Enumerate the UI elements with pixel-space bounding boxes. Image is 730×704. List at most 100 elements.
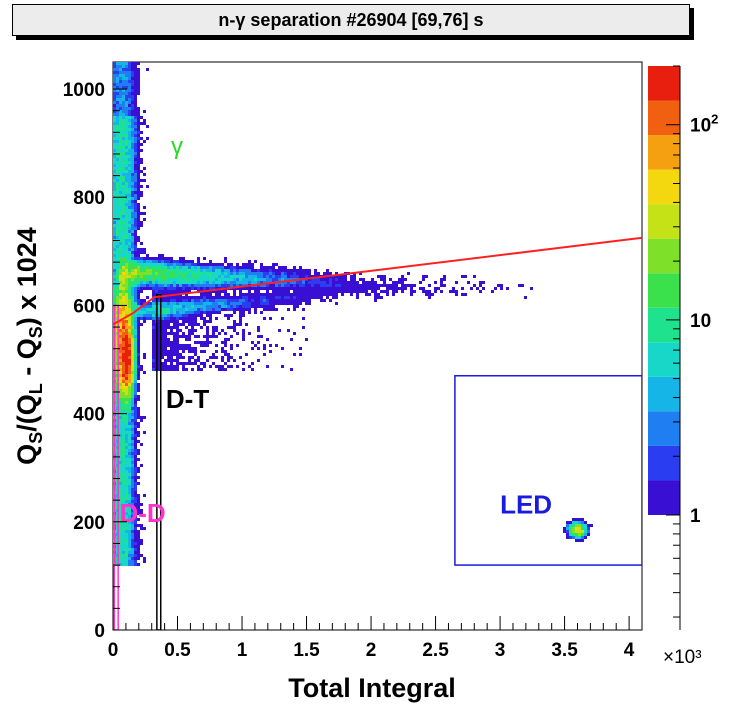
density-cell bbox=[122, 149, 125, 152]
density-cell bbox=[266, 308, 269, 311]
density-cell bbox=[125, 338, 128, 341]
palette-swatch bbox=[648, 273, 680, 308]
density-cell bbox=[134, 518, 137, 521]
density-cell bbox=[125, 161, 128, 164]
density-cell bbox=[125, 410, 128, 413]
density-cell bbox=[356, 287, 359, 290]
density-cell bbox=[122, 164, 125, 167]
density-cell bbox=[122, 323, 125, 326]
density-cell bbox=[122, 287, 125, 290]
density-cell bbox=[464, 275, 467, 278]
density-cell bbox=[161, 308, 164, 311]
density-cell bbox=[149, 302, 152, 305]
density-cell bbox=[365, 290, 368, 293]
density-cell bbox=[134, 110, 137, 113]
density-cell bbox=[578, 518, 581, 521]
density-cell bbox=[137, 503, 140, 506]
density-cell bbox=[347, 287, 350, 290]
density-cell bbox=[122, 347, 125, 350]
density-cell bbox=[314, 293, 317, 296]
density-cell bbox=[125, 428, 128, 431]
density-cell bbox=[119, 350, 122, 353]
density-cell bbox=[125, 518, 128, 521]
density-cell bbox=[113, 212, 116, 215]
density-cell bbox=[224, 275, 227, 278]
density-cell bbox=[119, 533, 122, 536]
density-cell bbox=[194, 269, 197, 272]
density-cell bbox=[119, 386, 122, 389]
density-cell bbox=[173, 263, 176, 266]
density-cell bbox=[176, 263, 179, 266]
density-cell bbox=[230, 272, 233, 275]
density-cell bbox=[344, 281, 347, 284]
density-cell bbox=[164, 365, 167, 368]
density-cell bbox=[122, 470, 125, 473]
density-cell bbox=[161, 293, 164, 296]
density-cell bbox=[128, 347, 131, 350]
density-cell bbox=[152, 353, 155, 356]
density-cell bbox=[131, 128, 134, 131]
density-cell bbox=[206, 344, 209, 347]
density-cell bbox=[206, 326, 209, 329]
density-cell bbox=[176, 296, 179, 299]
density-cell bbox=[119, 536, 122, 539]
density-cell bbox=[119, 311, 122, 314]
density-cell bbox=[119, 245, 122, 248]
density-cell bbox=[131, 524, 134, 527]
density-cell bbox=[134, 206, 137, 209]
density-cell bbox=[122, 74, 125, 77]
density-cell bbox=[125, 479, 128, 482]
density-cell bbox=[188, 305, 191, 308]
density-cell bbox=[143, 299, 146, 302]
density-cell bbox=[284, 272, 287, 275]
density-cell bbox=[128, 416, 131, 419]
density-cell bbox=[158, 257, 161, 260]
density-cell bbox=[428, 293, 431, 296]
density-cell bbox=[119, 329, 122, 332]
density-cell bbox=[137, 554, 140, 557]
density-cell bbox=[581, 518, 584, 521]
density-cell bbox=[122, 374, 125, 377]
density-cell bbox=[194, 353, 197, 356]
density-cell bbox=[152, 290, 155, 293]
density-cell bbox=[116, 215, 119, 218]
density-cell bbox=[119, 77, 122, 80]
density-cell bbox=[191, 356, 194, 359]
density-cell bbox=[314, 275, 317, 278]
density-cell bbox=[131, 119, 134, 122]
density-cell bbox=[299, 284, 302, 287]
density-cell bbox=[248, 266, 251, 269]
density-cell bbox=[350, 278, 353, 281]
density-cell bbox=[305, 281, 308, 284]
density-cell bbox=[113, 74, 116, 77]
density-cell bbox=[170, 305, 173, 308]
density-cell bbox=[119, 95, 122, 98]
density-cell bbox=[200, 275, 203, 278]
density-cell bbox=[197, 302, 200, 305]
density-cell bbox=[203, 341, 206, 344]
density-cell bbox=[242, 281, 245, 284]
density-cell bbox=[167, 317, 170, 320]
density-cell bbox=[113, 218, 116, 221]
density-cell bbox=[275, 290, 278, 293]
density-cell bbox=[164, 305, 167, 308]
density-cell bbox=[134, 362, 137, 365]
density-cell bbox=[176, 272, 179, 275]
density-cell bbox=[122, 230, 125, 233]
density-cell bbox=[179, 272, 182, 275]
density-cell bbox=[260, 284, 263, 287]
density-cell bbox=[191, 332, 194, 335]
density-cell bbox=[260, 293, 263, 296]
density-cell bbox=[119, 134, 122, 137]
density-cell bbox=[131, 287, 134, 290]
density-cell bbox=[251, 299, 254, 302]
density-cell bbox=[143, 308, 146, 311]
density-cell bbox=[218, 308, 221, 311]
density-cell bbox=[221, 278, 224, 281]
density-cell bbox=[131, 407, 134, 410]
density-cell bbox=[443, 275, 446, 278]
density-cell bbox=[257, 335, 260, 338]
density-cell bbox=[170, 320, 173, 323]
density-cell bbox=[194, 275, 197, 278]
